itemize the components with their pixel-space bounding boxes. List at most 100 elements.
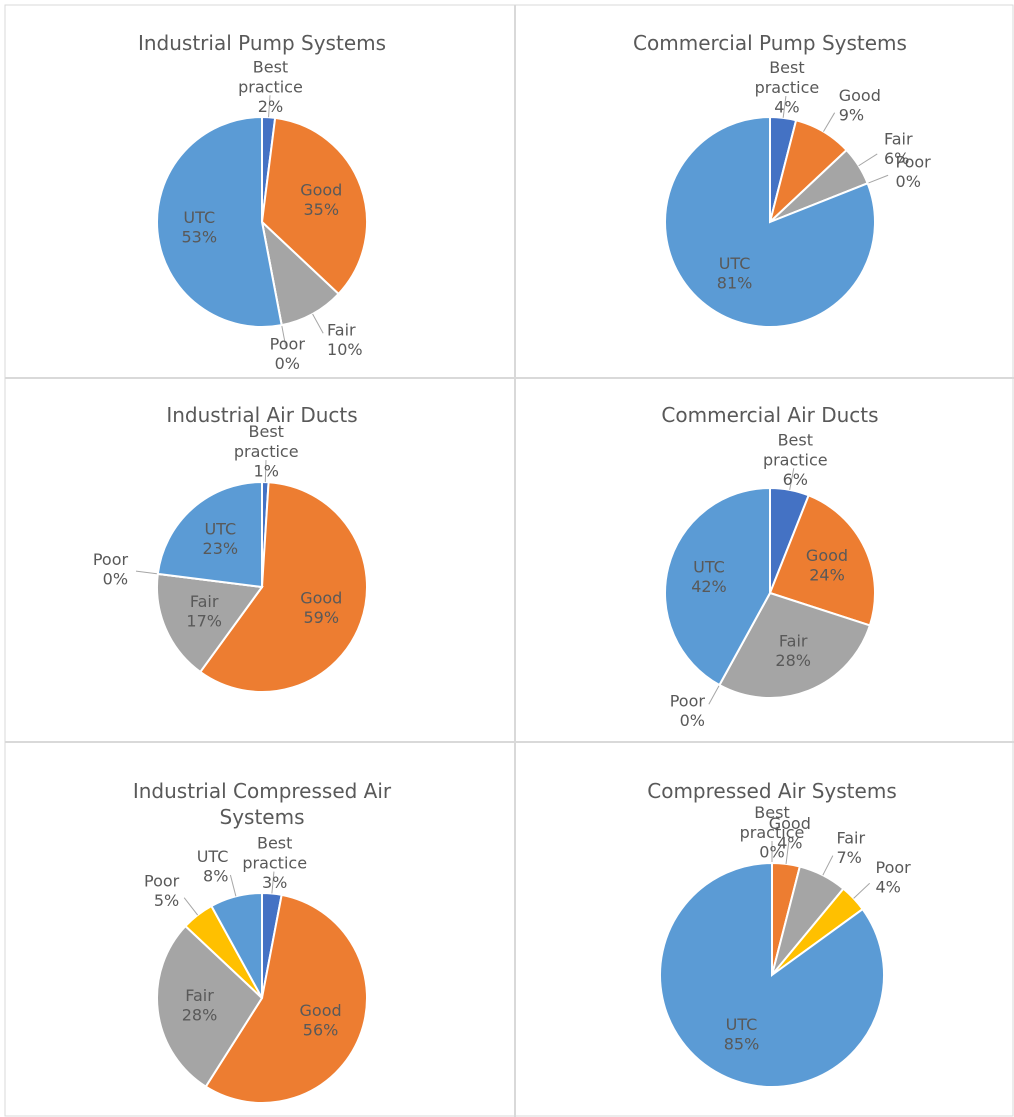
- value-label: 0%: [275, 354, 300, 373]
- category-label: Poor: [144, 871, 180, 890]
- chart-title: Compressed Air Systems: [647, 779, 896, 803]
- category-label: Best practice: [234, 422, 299, 461]
- category-line: Good: [769, 814, 811, 833]
- category-line: UTC: [726, 1014, 758, 1033]
- chart-title: Industrial Air Ducts: [166, 403, 357, 427]
- value-label: 2%: [258, 97, 283, 116]
- category-label: UTC: [719, 254, 751, 273]
- category-line: Poor: [93, 550, 129, 569]
- leader-line: [853, 882, 871, 899]
- category-label: Fair: [779, 631, 808, 650]
- value-label: 24%: [809, 566, 845, 585]
- leader-line: [271, 871, 275, 894]
- category-line: Fair: [779, 631, 808, 650]
- category-line: Good: [839, 85, 881, 104]
- category-label: Poor: [876, 857, 912, 876]
- title-line: Industrial Pump Systems: [138, 31, 386, 55]
- category-label: UTC: [197, 847, 229, 866]
- category-line: UTC: [693, 557, 725, 576]
- chart-title: Industrial Pump Systems: [138, 31, 386, 55]
- title-line: Commercial Air Ducts: [661, 403, 878, 427]
- category-label: Good: [769, 814, 811, 833]
- pie-slice: [156, 115, 283, 328]
- category-label: Poor: [896, 152, 932, 171]
- category-label: Fair: [884, 129, 913, 148]
- chart-title: Industrial Compressed Air Systems: [133, 779, 392, 829]
- value-label: 9%: [839, 105, 864, 124]
- pie-slice: [210, 891, 263, 999]
- category-line: Good: [300, 588, 342, 607]
- category-line: practice: [234, 442, 299, 461]
- title-line: Industrial Air Ducts: [166, 403, 357, 427]
- category-label: Poor: [93, 550, 129, 569]
- pie-slice: [664, 115, 876, 328]
- category-label: Poor: [270, 334, 306, 353]
- value-label: 4%: [777, 834, 802, 853]
- title-line: Commercial Pump Systems: [633, 31, 907, 55]
- category-label: Good: [300, 180, 342, 199]
- chart-title: Commercial Air Ducts: [661, 403, 878, 427]
- category-line: Best: [754, 803, 789, 822]
- pie-slice: [156, 572, 264, 674]
- value-label: 85%: [724, 1034, 760, 1053]
- value-label: 23%: [203, 539, 239, 558]
- category-line: Fair: [190, 592, 219, 611]
- category-label: Fair: [327, 320, 356, 339]
- leader-line: [268, 95, 271, 118]
- category-line: Best: [253, 57, 288, 76]
- title-line: Industrial Compressed Air: [133, 779, 392, 803]
- category-label: Good: [300, 1001, 342, 1020]
- category-line: Best: [257, 833, 292, 852]
- category-label: Best practice: [763, 430, 828, 469]
- title-line: Systems: [220, 805, 305, 829]
- leader-line: [858, 153, 878, 167]
- category-label: Best practice: [740, 803, 805, 842]
- pie-slice: [156, 924, 264, 1089]
- category-label: UTC: [726, 1014, 758, 1033]
- category-line: Poor: [144, 871, 180, 890]
- category-line: practice: [242, 853, 307, 872]
- category-line: practice: [755, 78, 820, 97]
- category-line: practice: [763, 450, 828, 469]
- value-label: 4%: [774, 98, 799, 117]
- frame: [4, 4, 1014, 1117]
- pie-slice: [659, 861, 885, 1088]
- title-line: Compressed Air Systems: [647, 779, 896, 803]
- category-label: Fair: [185, 985, 214, 1004]
- value-label: 17%: [186, 612, 222, 631]
- category-line: UTC: [197, 847, 229, 866]
- value-label: 56%: [303, 1021, 339, 1040]
- category-line: Poor: [670, 691, 706, 710]
- value-label: 4%: [876, 877, 901, 896]
- category-label: Fair: [836, 828, 865, 847]
- leader-line: [183, 897, 199, 916]
- value-label: 53%: [181, 227, 217, 246]
- leader-line: [867, 174, 889, 184]
- leader-line: [789, 468, 795, 490]
- category-label: Good: [300, 588, 342, 607]
- leader-line: [823, 112, 836, 132]
- leader-line: [264, 460, 267, 483]
- pie-slice: [156, 480, 263, 589]
- pie-slice: [718, 591, 872, 699]
- value-label: 81%: [717, 274, 753, 293]
- leader-line: [281, 325, 287, 347]
- value-label: 0%: [680, 711, 705, 730]
- category-line: practice: [238, 77, 303, 96]
- pie-slice: [664, 486, 771, 687]
- category-line: UTC: [719, 254, 751, 273]
- pie-slice: [204, 893, 368, 1104]
- category-line: UTC: [183, 207, 215, 226]
- category-line: practice: [740, 823, 805, 842]
- value-label: 28%: [775, 651, 811, 670]
- value-label: 6%: [783, 470, 808, 489]
- category-line: Best: [769, 58, 804, 77]
- category-line: Best: [249, 422, 284, 441]
- value-label: 10%: [327, 340, 363, 359]
- category-label: UTC: [693, 557, 725, 576]
- chart-title: Commercial Pump Systems: [633, 31, 907, 55]
- leader-line: [822, 855, 834, 876]
- value-label: 8%: [203, 867, 228, 886]
- value-label: 0%: [759, 843, 784, 862]
- category-label: Good: [806, 546, 848, 565]
